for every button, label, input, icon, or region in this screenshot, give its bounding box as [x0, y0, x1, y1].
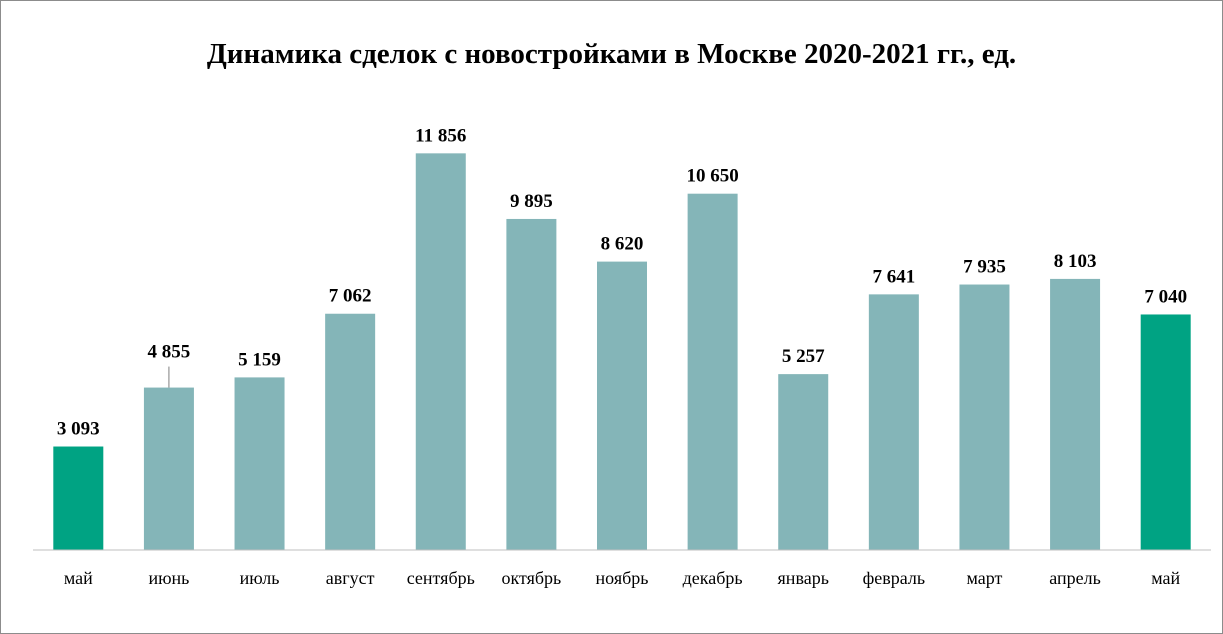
chart-title: Динамика сделок с новостройками в Москве…: [206, 38, 1017, 70]
category-label: май: [64, 568, 93, 588]
bar-10: [868, 294, 919, 550]
data-label: 5 257: [782, 346, 825, 367]
data-label: 9 895: [510, 191, 553, 212]
category-label: февраль: [863, 568, 926, 588]
category-label: март: [967, 568, 1003, 588]
category-label: ноябрь: [596, 568, 649, 588]
category-label: июль: [240, 568, 280, 588]
bar-6: [506, 218, 557, 550]
category-label: январь: [778, 568, 829, 588]
data-label: 11 856: [415, 125, 466, 146]
data-label: 7 040: [1144, 286, 1187, 307]
bar-5: [415, 153, 466, 551]
category-label: сентябрь: [407, 568, 475, 588]
data-label: 3 093: [57, 419, 100, 440]
data-label: 4 855: [148, 342, 191, 363]
bar-4: [325, 313, 376, 550]
bar-1: [53, 446, 104, 550]
data-label: 8 103: [1054, 251, 1097, 272]
bar-9: [778, 374, 829, 550]
category-label: декабрь: [683, 568, 743, 588]
category-label: октябрь: [501, 568, 561, 588]
bar-13: [1140, 314, 1191, 550]
data-label: 7 935: [963, 257, 1006, 278]
bar-12: [1050, 278, 1101, 550]
bar-3: [234, 377, 285, 550]
data-label: 5 159: [238, 349, 281, 370]
data-label: 7 062: [329, 286, 372, 307]
bar-2: [143, 387, 194, 550]
category-label: июнь: [148, 568, 189, 588]
bar-8: [687, 193, 738, 550]
data-label: 7 641: [872, 266, 915, 287]
bar-7: [597, 261, 647, 550]
data-label: 8 620: [601, 234, 644, 255]
category-label: август: [326, 568, 375, 588]
data-label: 10 650: [686, 166, 738, 187]
category-label: апрель: [1049, 568, 1101, 588]
bar-11: [959, 284, 1010, 550]
category-label: май: [1151, 568, 1180, 588]
